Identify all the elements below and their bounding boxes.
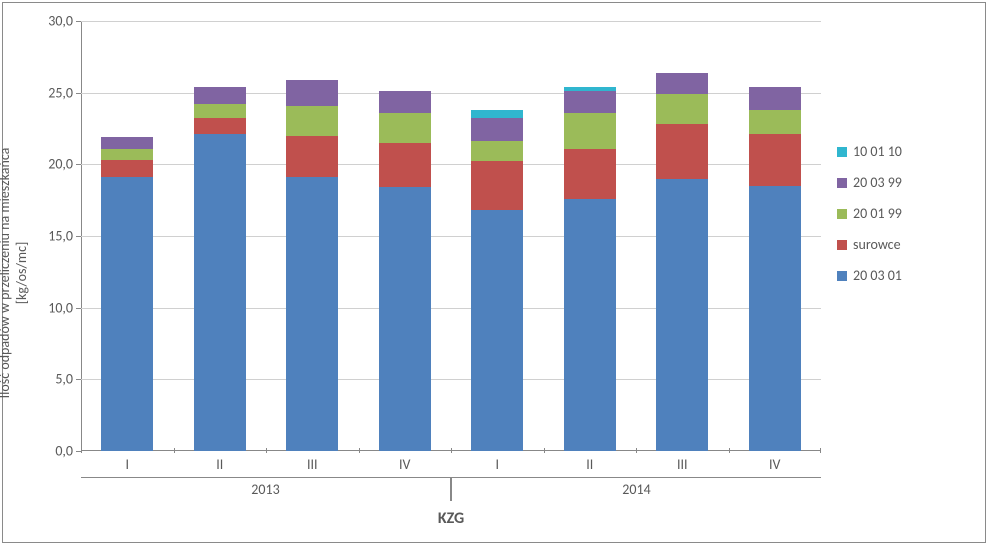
bar-segment (101, 160, 153, 177)
y-tick-label: 25,0 (48, 84, 73, 101)
bar-segment (286, 136, 338, 178)
legend-item: 10 01 10 (837, 143, 967, 160)
bar-segment (749, 87, 801, 110)
bar-segment (749, 186, 801, 451)
y-tickmark (76, 308, 81, 309)
bar-segment (471, 210, 523, 451)
bar-segment (471, 118, 523, 141)
legend-swatch (837, 147, 847, 157)
bar-segment (749, 110, 801, 134)
y-tickmark (76, 21, 81, 22)
y-tick-label: 20,0 (48, 156, 73, 173)
legend-label: surowce (853, 236, 901, 253)
y-axis-label: Ilość odpadów w przeliczeniu na mieszkań… (0, 58, 30, 488)
plot-area: 0,05,010,015,020,025,030,0 (81, 21, 821, 451)
bar-segment (471, 141, 523, 161)
quarter-label: III (266, 453, 359, 473)
legend-item: 20 01 99 (837, 205, 967, 222)
bar-segment (101, 177, 153, 451)
quarter-label-cell: III (636, 453, 729, 477)
legend-label: 20 01 99 (853, 205, 902, 222)
bar-segment (101, 149, 153, 160)
bar-segment (286, 106, 338, 136)
quarter-label: II (544, 453, 637, 473)
quarter-label: II (174, 453, 267, 473)
bar-segment (564, 149, 616, 199)
bar-segment (471, 161, 523, 210)
bar-segment (194, 87, 246, 104)
quarter-label: III (636, 453, 729, 473)
legend-item: 20 03 99 (837, 174, 967, 191)
quarter-label-cell: II (174, 453, 267, 477)
bar-segment (564, 113, 616, 149)
bar-segment (564, 199, 616, 451)
year-label: 2013 (81, 478, 450, 498)
bar-segment (194, 104, 246, 118)
y-axis-label-line1: Ilość odpadów w przeliczeniu na mieszkań… (0, 147, 30, 398)
bar-segment (194, 118, 246, 134)
bar-segment (101, 137, 153, 148)
bar-segment (379, 143, 431, 187)
y-tick-label: 10,0 (48, 299, 73, 316)
legend-item: 20 03 01 (837, 267, 967, 284)
quarter-label-cell: III (266, 453, 359, 477)
bar-segment (379, 113, 431, 143)
x-axis-title: KZG (81, 509, 821, 528)
bar-segment (656, 179, 708, 451)
bar-segment (564, 87, 616, 91)
y-tick-label: 5,0 (55, 371, 73, 388)
bar-segment (194, 134, 246, 451)
quarter-label-cell: I (451, 453, 544, 477)
quarter-label-cell: IV (359, 453, 452, 477)
legend-swatch (837, 240, 847, 250)
y-tick-label: 0,0 (55, 443, 73, 460)
gridline (81, 379, 821, 380)
legend-label: 20 03 01 (853, 267, 902, 284)
y-tick-label: 30,0 (48, 13, 73, 30)
legend-item: surowce (837, 236, 967, 253)
gridline (81, 164, 821, 165)
legend-swatch (837, 209, 847, 219)
legend-swatch (837, 178, 847, 188)
y-tickmark (76, 379, 81, 380)
y-tick-label: 15,0 (48, 228, 73, 245)
gridline (81, 236, 821, 237)
bar-segment (656, 73, 708, 95)
legend-label: 20 03 99 (853, 174, 902, 191)
quarter-label: IV (359, 453, 452, 473)
year-row: 20132014 (81, 477, 821, 501)
quarter-label: I (451, 453, 544, 473)
y-tickmark (76, 236, 81, 237)
year-label-cell: 2014 (451, 477, 821, 501)
gridline (81, 21, 821, 22)
chart-container: Ilość odpadów w przeliczeniu na mieszkań… (2, 2, 986, 543)
quarter-label-cell: I (81, 453, 174, 477)
bar-segment (286, 80, 338, 106)
bar-segment (379, 91, 431, 113)
y-tickmark (76, 93, 81, 94)
bar-segment (749, 134, 801, 186)
bar-segment (379, 187, 431, 451)
bar-segment (471, 110, 523, 119)
year-label: 2014 (452, 478, 821, 498)
bar-segment (286, 177, 338, 451)
gridline (81, 308, 821, 309)
bar-segment (656, 124, 708, 178)
legend-label: 10 01 10 (853, 143, 902, 160)
quarter-label-cell: II (544, 453, 637, 477)
quarter-label: IV (729, 453, 822, 473)
y-tickmark (76, 164, 81, 165)
quarter-label: I (81, 453, 174, 473)
gridline (81, 93, 821, 94)
bar-segment (656, 94, 708, 124)
quarter-row: IIIIIIIVIIIIIIIV (81, 453, 821, 477)
year-label-cell: 2013 (81, 477, 451, 501)
legend-swatch (837, 271, 847, 281)
bar-segment (564, 91, 616, 113)
quarter-label-cell: IV (729, 453, 822, 477)
legend: 10 01 10 20 03 99 20 01 99 surowce 20 03 01 (837, 143, 967, 298)
